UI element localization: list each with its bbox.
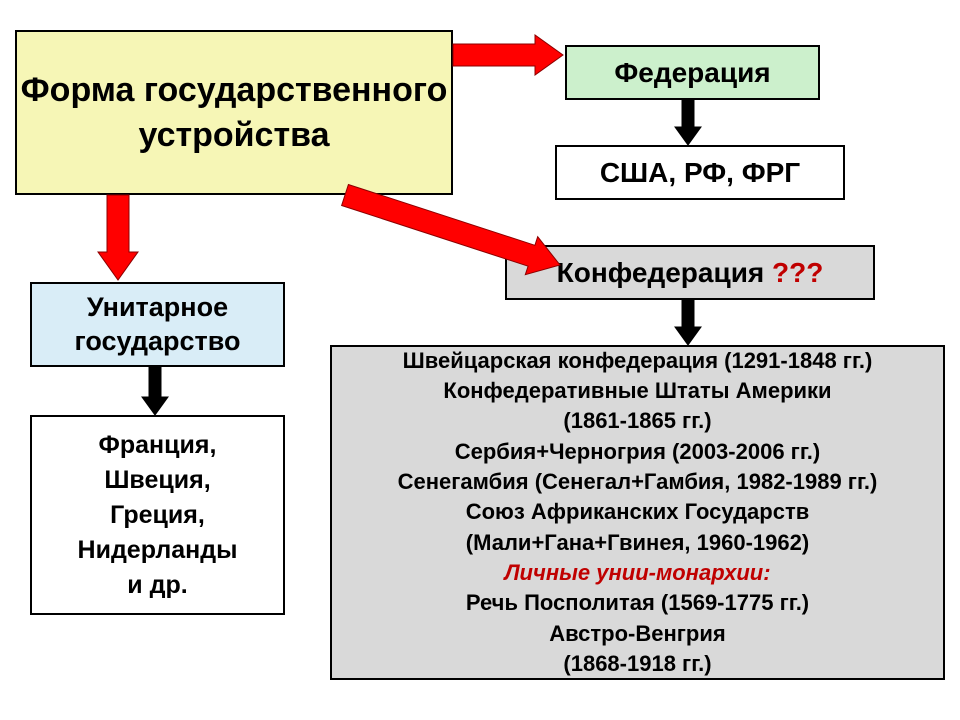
unitary-box: Унитарное государство [30,282,285,367]
conf-example-line: (Мали+Гана+Гвинея, 1960-1962) [466,528,809,558]
conf-example-line: (1868-1918 гг.) [563,649,711,679]
confederation-box: Конфедерация ??? [505,245,875,300]
unitary-examples-box: Франция, Швеция, Греция, Нидерланды и др… [30,415,285,615]
confederation-question: ??? [772,257,823,288]
conf-example-line: Союз Африканских Государств [466,497,810,527]
federation-box: Федерация [565,45,820,100]
conf-example-line: Австро-Венгрия [549,619,725,649]
confederation-examples-box: Швейцарская конфедерация (1291-1848 гг.)… [330,345,945,680]
unitary-examples-text: Франция, Швеция, Греция, Нидерланды и др… [78,428,238,603]
conf-example-line: Сенегамбия (Сенегал+Гамбия, 1982-1989 гг… [398,467,878,497]
main-title-text: Форма государственного устройства [17,68,451,156]
confederation-text: Конфедерация ??? [557,257,824,289]
federation-examples-text: США, РФ, ФРГ [600,157,800,189]
conf-example-line: Личные унии-монархии: [504,558,770,588]
confederation-label: Конфедерация [557,257,772,288]
conf-example-line: Конфедеративные Штаты Америки [443,376,831,406]
conf-example-line: Швейцарская конфедерация (1291-1848 гг.) [403,346,873,376]
unitary-text: Унитарное государство [32,291,283,359]
federation-examples-box: США, РФ, ФРГ [555,145,845,200]
conf-example-line: Сербия+Черногрия (2003-2006 гг.) [455,437,821,467]
main-title-box: Форма государственного устройства [15,30,453,195]
conf-example-line: Речь Посполитая (1569-1775 гг.) [466,588,809,618]
conf-example-line: (1861-1865 гг.) [563,406,711,436]
federation-text: Федерация [614,57,770,89]
